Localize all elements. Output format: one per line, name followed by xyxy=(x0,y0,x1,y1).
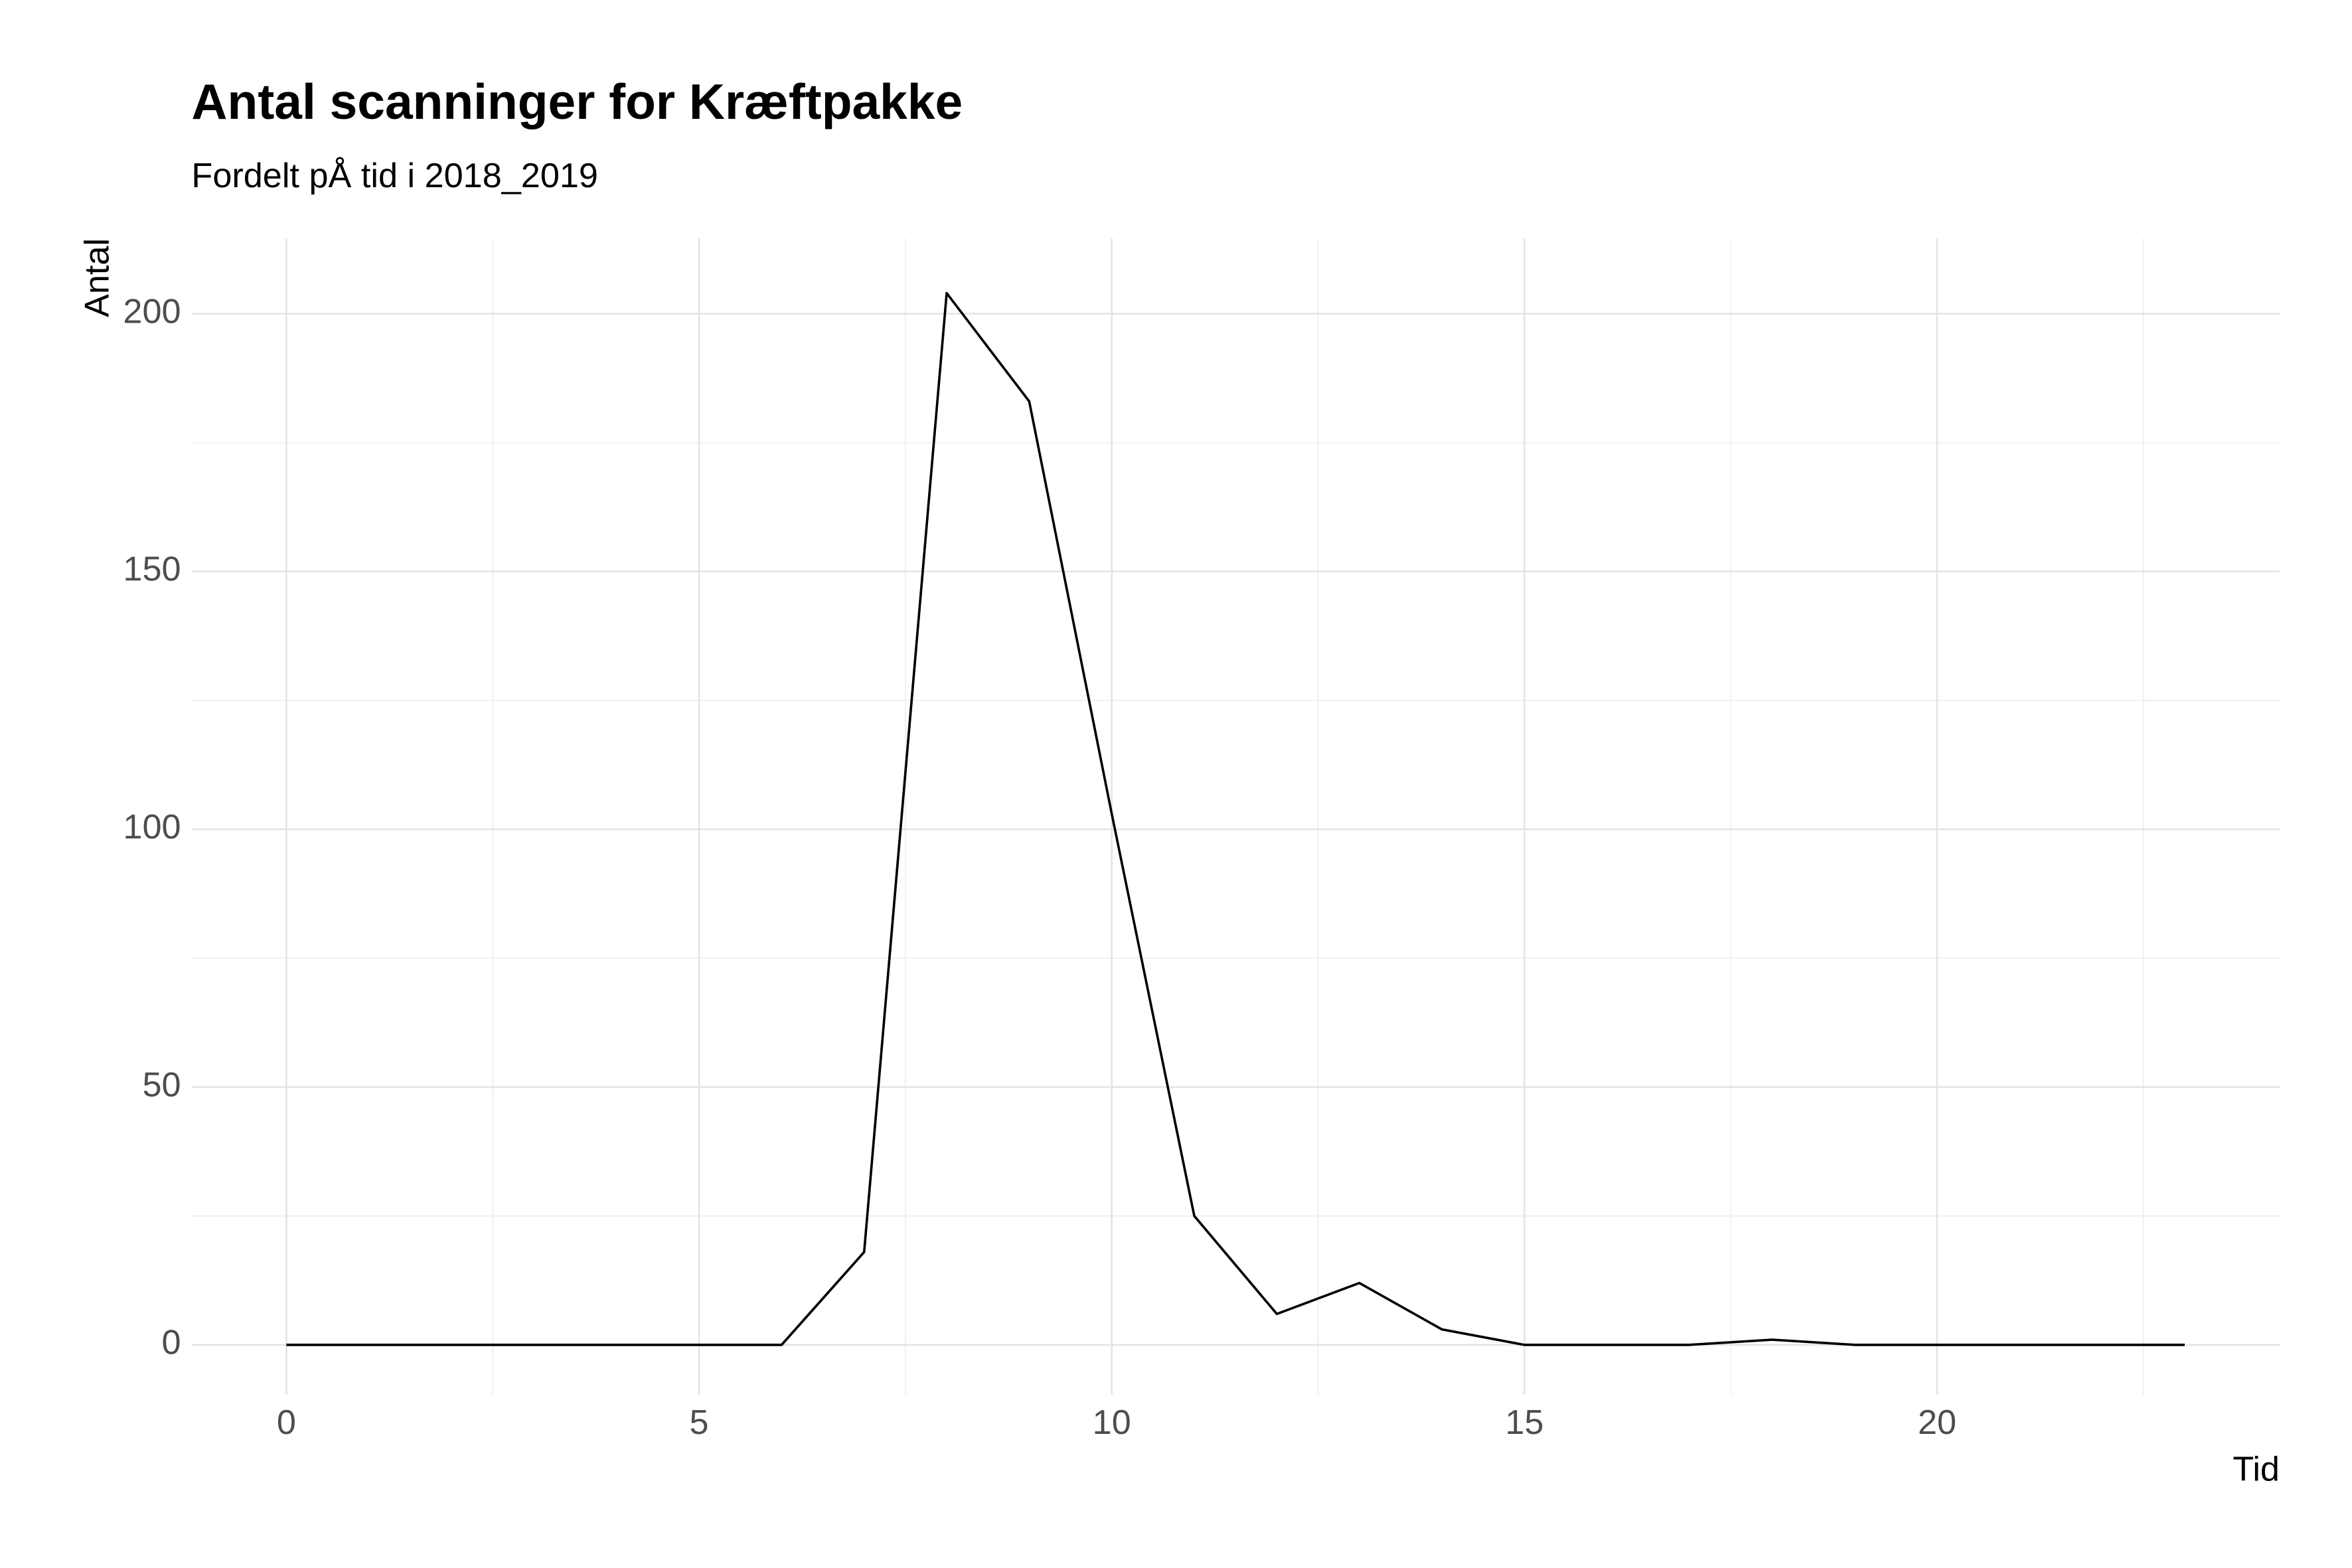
x-axis-title: Tid xyxy=(2233,1450,2280,1488)
y-axis-title: Antal xyxy=(78,238,117,317)
y-tick-label: 0 xyxy=(161,1324,181,1362)
x-tick-label: 15 xyxy=(1505,1403,1543,1442)
x-tick-label: 0 xyxy=(277,1403,296,1442)
x-tick-label: 20 xyxy=(1918,1403,1956,1442)
x-tick-label: 10 xyxy=(1093,1403,1131,1442)
y-tick-label: 100 xyxy=(123,808,181,846)
y-tick-label: 50 xyxy=(142,1065,181,1104)
y-tick-label: 150 xyxy=(123,550,181,589)
y-tick-label: 200 xyxy=(123,292,181,331)
data-line xyxy=(286,291,2185,1346)
chart-subtitle: Fordelt pÅ tid i 2018_2019 xyxy=(191,157,598,195)
chart-title: Antal scanninger for Kræftpakke xyxy=(191,74,963,129)
x-tick-label: 5 xyxy=(690,1403,709,1442)
